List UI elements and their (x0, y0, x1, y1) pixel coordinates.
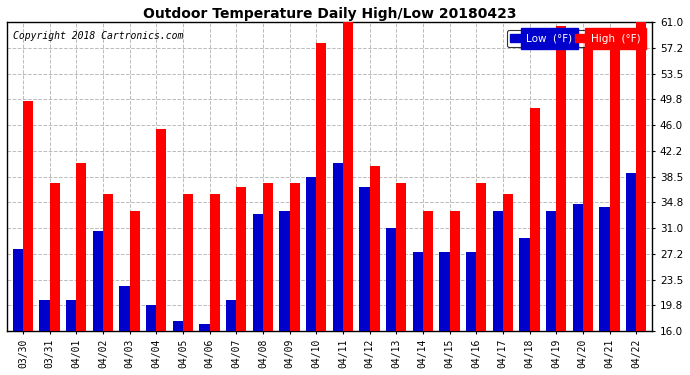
Bar (396, 183, 406, 331)
Bar (370, 166, 380, 331)
Bar (290, 183, 299, 331)
Bar (103, 194, 113, 331)
Bar (77, 163, 86, 331)
Bar (466, 252, 476, 331)
Bar (226, 300, 236, 331)
Bar (130, 211, 139, 331)
Bar (306, 177, 316, 331)
Bar (556, 26, 566, 331)
Bar (573, 204, 583, 331)
Bar (359, 187, 370, 331)
Bar (236, 187, 246, 331)
Bar (343, 22, 353, 331)
Bar (316, 43, 326, 331)
Bar (13, 249, 23, 331)
Bar (199, 324, 210, 331)
Bar (333, 163, 343, 331)
Bar (146, 305, 156, 331)
Bar (529, 108, 540, 331)
Bar (39, 300, 50, 331)
Bar (600, 207, 609, 331)
Bar (279, 211, 290, 331)
Bar (440, 252, 449, 331)
Bar (520, 238, 529, 331)
Legend: Low  (°F), High  (°F): Low (°F), High (°F) (507, 30, 644, 46)
Bar (476, 183, 486, 331)
Bar (423, 211, 433, 331)
Bar (493, 211, 503, 331)
Bar (50, 183, 60, 331)
Bar (413, 252, 423, 331)
Bar (386, 228, 396, 331)
Text: Copyright 2018 Cartronics.com: Copyright 2018 Cartronics.com (13, 32, 184, 41)
Bar (210, 194, 219, 331)
Bar (609, 43, 620, 331)
Bar (503, 194, 513, 331)
Bar (546, 211, 556, 331)
Bar (263, 183, 273, 331)
Bar (92, 231, 103, 331)
Bar (636, 22, 647, 331)
Bar (449, 211, 460, 331)
Bar (66, 300, 77, 331)
Bar (253, 214, 263, 331)
Bar (119, 286, 130, 331)
Bar (172, 321, 183, 331)
Bar (23, 101, 33, 331)
Bar (583, 36, 593, 331)
Title: Outdoor Temperature Daily High/Low 20180423: Outdoor Temperature Daily High/Low 20180… (143, 7, 516, 21)
Bar (183, 194, 193, 331)
Bar (626, 173, 636, 331)
Bar (156, 129, 166, 331)
